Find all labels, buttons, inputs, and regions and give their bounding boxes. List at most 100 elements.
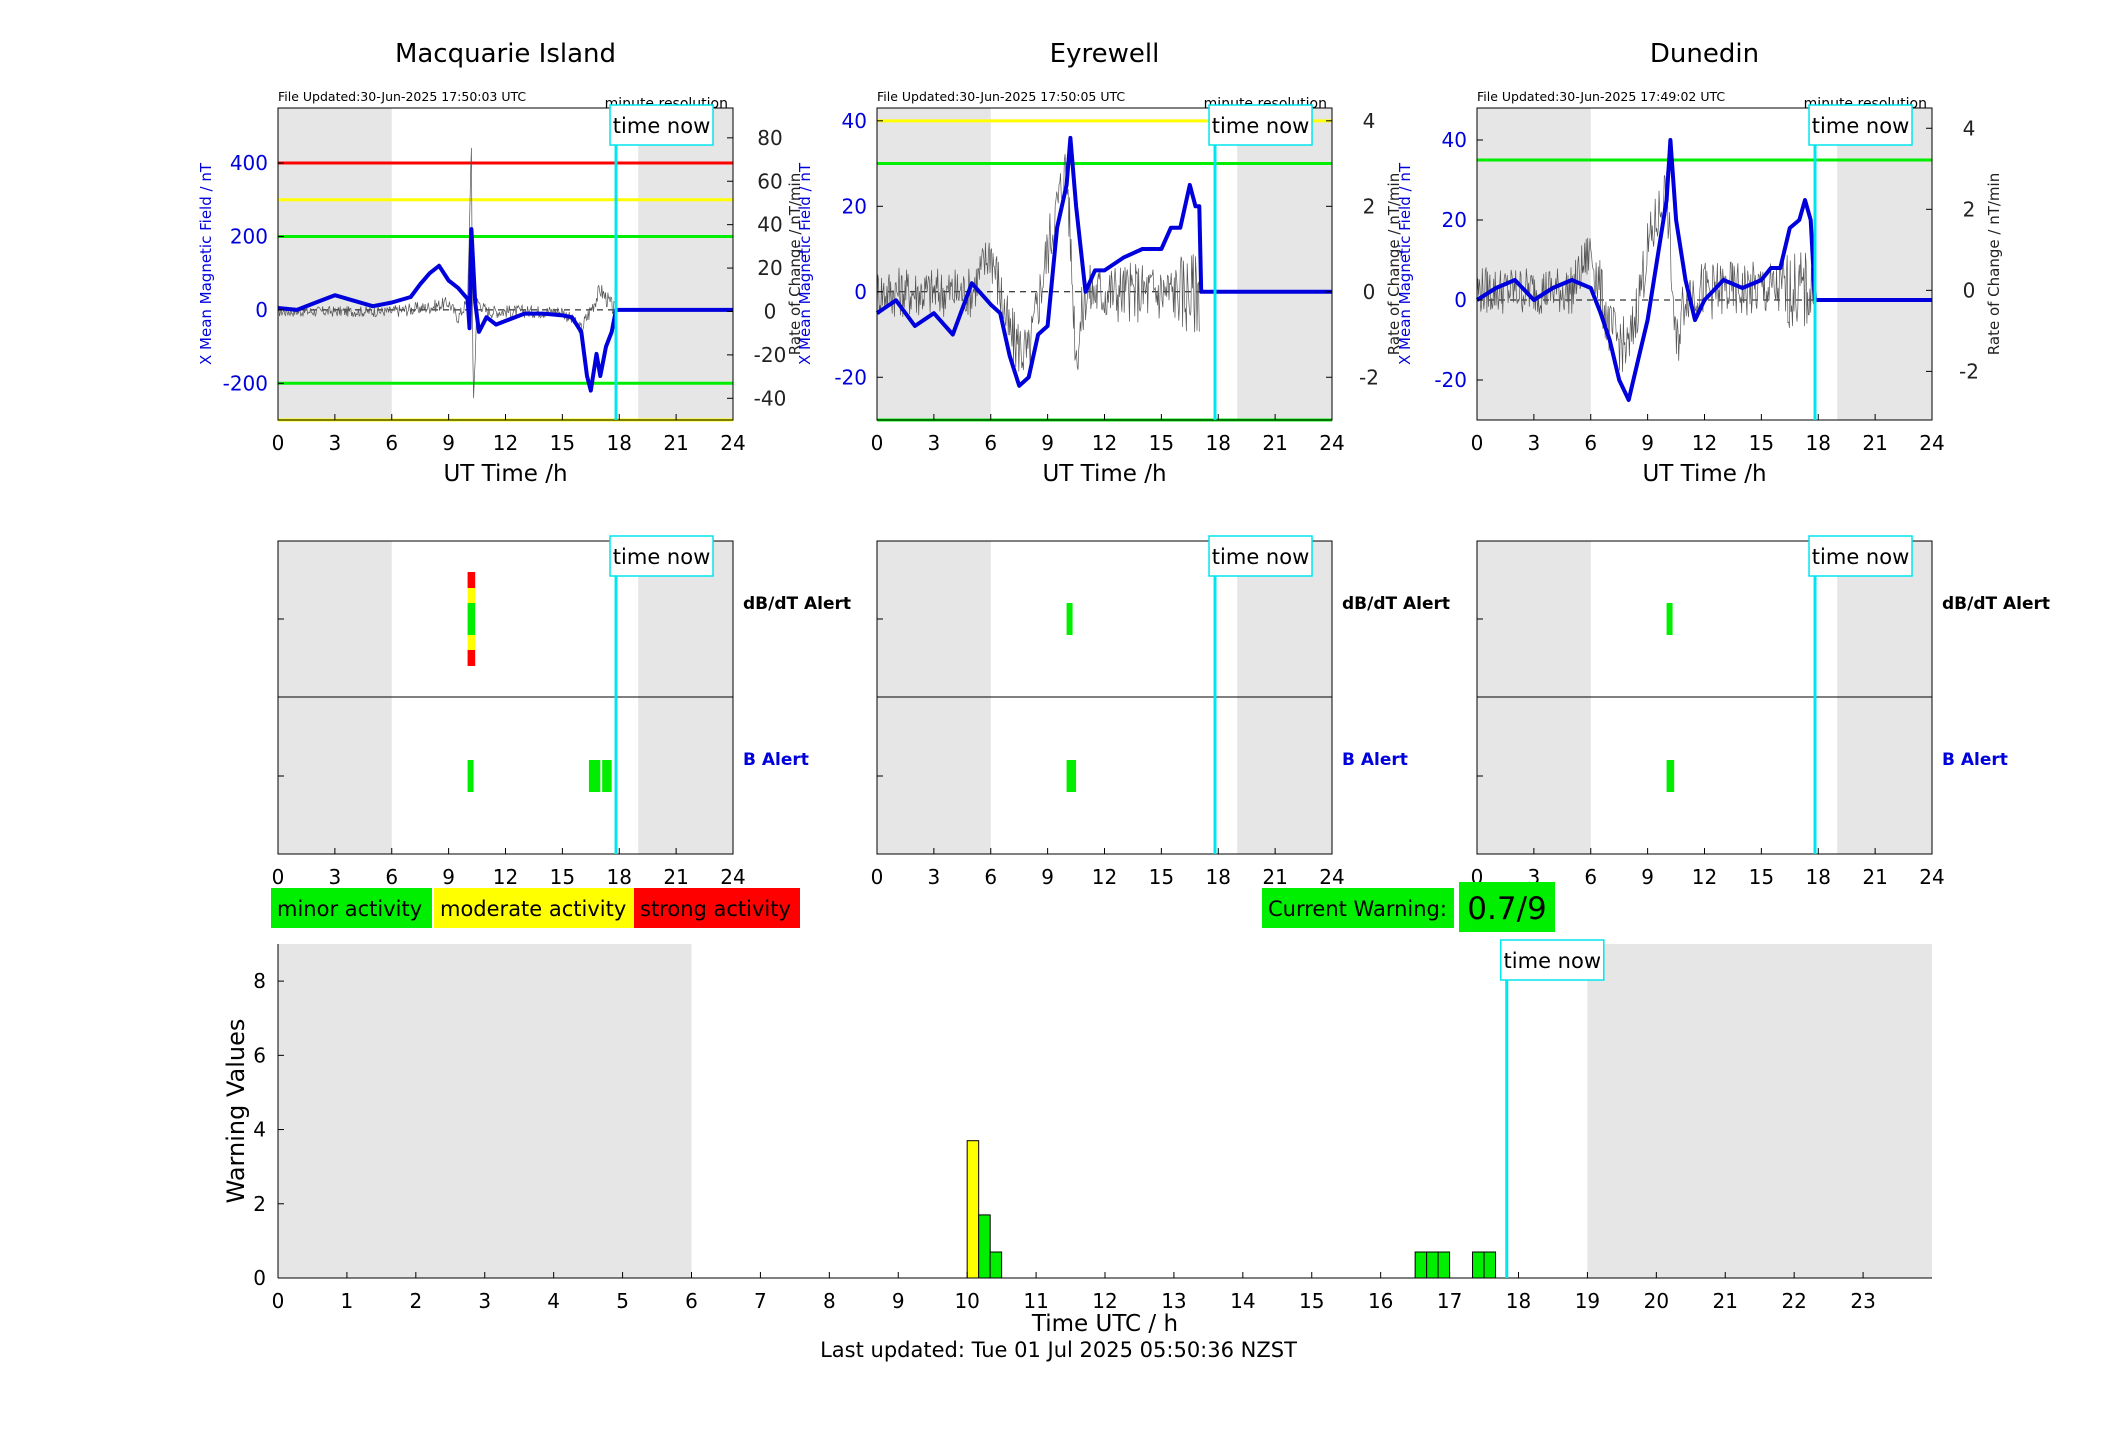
x-tick-label: 6 <box>984 865 997 889</box>
x-tick-label: 15 <box>1149 865 1174 889</box>
derivative-series <box>1476 171 1815 372</box>
x-tick-label: 15 <box>1149 431 1174 455</box>
y-tick-label: 20 <box>842 194 867 218</box>
x-tick-label: 18 <box>1806 431 1831 455</box>
night-shade <box>1477 108 1591 420</box>
b-alert-label: B Alert <box>743 750 809 770</box>
dbdt-alert-label: dB/dT Alert <box>1342 594 1450 614</box>
x-axis-label: UT Time /h <box>443 461 567 487</box>
x-tick-label: 6 <box>385 865 398 889</box>
x-tick-label: 18 <box>1206 865 1231 889</box>
y-tick-label: -20 <box>1434 368 1467 392</box>
night-shade <box>1837 108 1932 420</box>
x-tick-label: 21 <box>1262 865 1287 889</box>
right-tick-label: 0 <box>1963 278 1976 302</box>
y-tick-label: 40 <box>842 109 867 133</box>
x-tick-label: 0 <box>871 431 884 455</box>
warning-bar <box>989 1251 1003 1279</box>
x-tick-label: 12 <box>1092 431 1117 455</box>
time-now-box <box>1208 535 1313 577</box>
x-tick-label: 12 <box>493 865 518 889</box>
time-now-label: time now <box>1812 114 1909 138</box>
x-tick-label: 21 <box>1713 1289 1738 1313</box>
y-tick-label: 8 <box>253 969 266 993</box>
y-tick-label: 2 <box>253 1192 266 1216</box>
left-axis-label: X Mean Magnetic Field / nT <box>1396 162 1414 365</box>
x-tick-label: 22 <box>1781 1289 1806 1313</box>
x-tick-label: 3 <box>1528 431 1541 455</box>
y-tick-label: 4 <box>253 1118 266 1142</box>
derivative-series <box>876 154 1200 372</box>
dbdt-alert-segment <box>467 588 476 603</box>
right-tick-label: -20 <box>754 343 787 367</box>
x-tick-label: 10 <box>954 1289 979 1313</box>
legend-swatch-strong <box>634 888 800 928</box>
x-tick-label: 18 <box>607 431 632 455</box>
x-tick-label: 24 <box>1919 865 1944 889</box>
right-tick-label: 2 <box>1963 197 1976 221</box>
right-tick-label: -2 <box>1959 359 1979 383</box>
time-now-label: time now <box>1812 545 1909 569</box>
x-tick-label: 3 <box>928 865 941 889</box>
night-shade <box>1587 944 1932 1278</box>
x-tick-label: 1 <box>341 1289 354 1313</box>
file-updated-text: File Updated:30-Jun-2025 17:50:03 UTC <box>278 89 526 104</box>
y-tick-label: 20 <box>1442 208 1467 232</box>
y-tick-label: 40 <box>1442 128 1467 152</box>
x-tick-label: 24 <box>1319 865 1344 889</box>
x-tick-label: 7 <box>754 1289 767 1313</box>
x-tick-label: 0 <box>871 865 884 889</box>
x-tick-label: 21 <box>1862 865 1887 889</box>
night-shade <box>638 108 733 420</box>
current-warning-label: Current Warning: <box>1268 897 1447 921</box>
warning-bar <box>978 1214 991 1279</box>
y-tick-label: 0 <box>253 1266 266 1290</box>
y-tick-label: 200 <box>230 224 268 248</box>
current-warning: Current Warning: 0.7/9 <box>1262 882 1555 932</box>
right-tick-label: 2 <box>1363 194 1376 218</box>
night-shade <box>1237 108 1332 420</box>
left-axis-label: X Mean Magnetic Field / nT <box>197 162 215 365</box>
x-tick-label: 18 <box>1206 431 1231 455</box>
activity-legend: minor activity moderate activity strong ac… <box>271 888 800 928</box>
y-tick-label: -20 <box>834 365 867 389</box>
x-tick-label: 3 <box>478 1289 491 1313</box>
warning-bar <box>1472 1251 1485 1279</box>
x-tick-label: 24 <box>720 865 745 889</box>
right-tick-label: 4 <box>1363 109 1376 133</box>
warning-bar <box>1426 1251 1439 1279</box>
dbdt-alert-segment <box>467 635 476 650</box>
legend-label-minor: minor activity <box>277 897 422 921</box>
station-panel-1: Eyrewell File Updated:30-Jun-2025 17:50:0… <box>796 39 1450 889</box>
x-tick-label: 12 <box>1692 431 1717 455</box>
b-alert-label: B Alert <box>1342 750 1408 770</box>
x-tick-label: 24 <box>720 431 745 455</box>
x-tick-label: 3 <box>329 431 342 455</box>
station-title: Eyrewell <box>1050 39 1160 69</box>
x-tick-label: 12 <box>1092 1289 1117 1313</box>
y-tick-label: 6 <box>253 1043 266 1067</box>
y-tick-label: 400 <box>230 151 268 175</box>
x-tick-label: 16 <box>1368 1289 1393 1313</box>
x-tick-label: 3 <box>329 865 342 889</box>
time-now-box <box>1808 104 1913 146</box>
time-now-label: time now <box>1212 545 1309 569</box>
right-tick-label: 0 <box>764 299 777 323</box>
x-tick-label: 9 <box>1041 865 1054 889</box>
x-tick-label: 21 <box>663 865 688 889</box>
right-axis-label: Rate of Change / nT/min <box>1385 173 1403 355</box>
warning-bar <box>1414 1251 1428 1279</box>
file-updated-text: File Updated:30-Jun-2025 17:49:02 UTC <box>1477 89 1725 104</box>
derivative-series <box>277 147 616 399</box>
time-now-box <box>1808 535 1913 577</box>
x-tick-label: 15 <box>1299 1289 1324 1313</box>
b-alert-bar <box>602 760 612 792</box>
y-tick-label: 0 <box>854 280 867 304</box>
x-axis-label: Time UTC / h <box>1031 1311 1178 1337</box>
last-updated-text: Last updated: Tue 01 Jul 2025 05:50:36 N… <box>820 1338 1297 1362</box>
x-tick-label: 8 <box>823 1289 836 1313</box>
station-panel-2: Dunedin File Updated:30-Jun-2025 17:49:02… <box>1396 39 2050 889</box>
x-tick-label: 18 <box>1506 1289 1531 1313</box>
